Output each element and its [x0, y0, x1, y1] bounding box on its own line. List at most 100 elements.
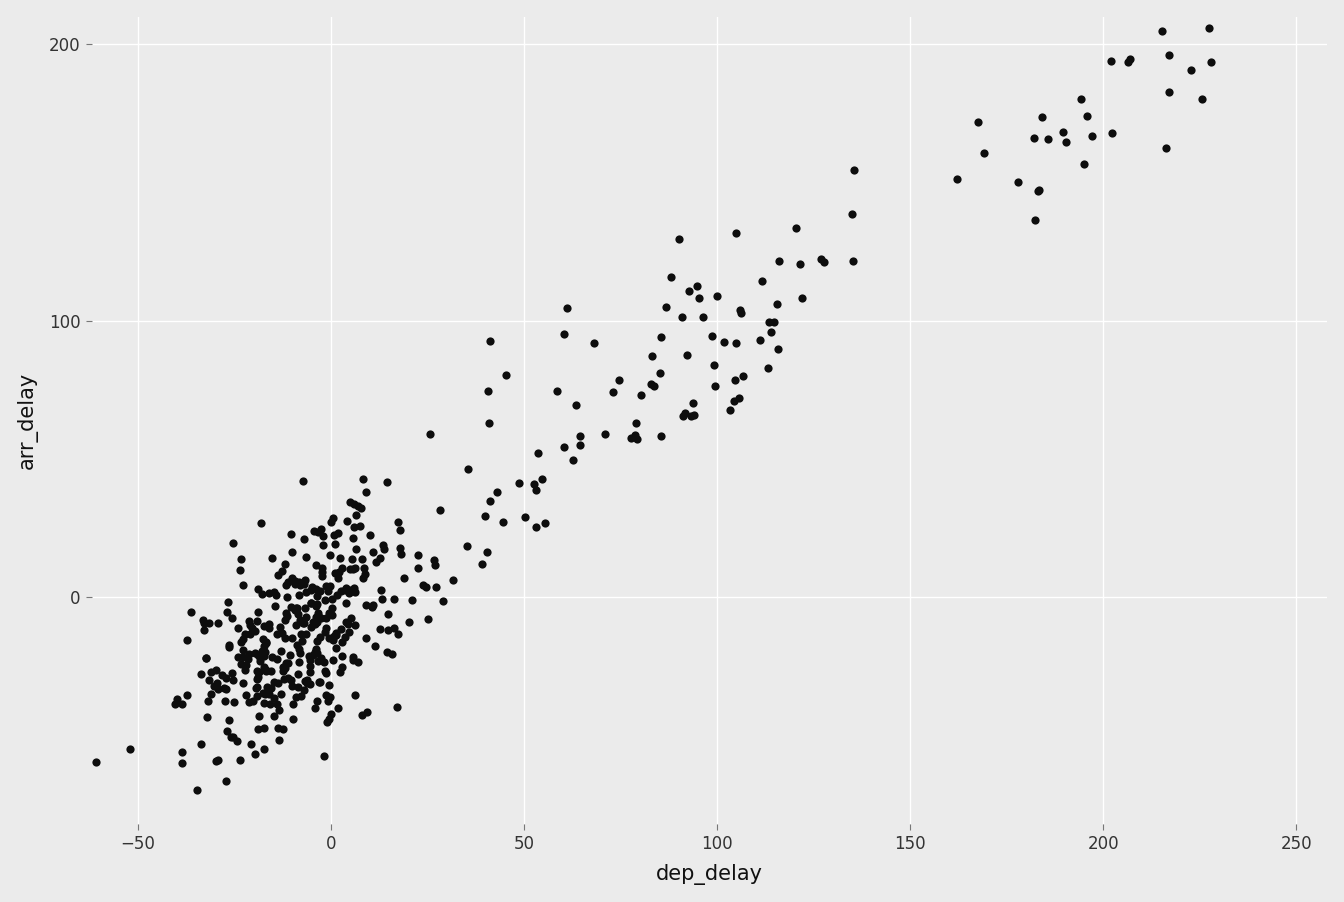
- Point: [319, 606, 340, 621]
- Point: [273, 722, 294, 736]
- Point: [301, 595, 323, 610]
- Point: [1032, 109, 1054, 124]
- Point: [495, 368, 516, 382]
- Point: [308, 610, 329, 624]
- Point: [266, 588, 288, 603]
- Point: [335, 630, 356, 644]
- Point: [552, 440, 574, 455]
- Point: [216, 605, 238, 620]
- Point: [480, 493, 501, 508]
- Point: [230, 634, 251, 649]
- Point: [335, 615, 356, 630]
- Point: [281, 545, 302, 559]
- Point: [477, 545, 499, 559]
- Point: [1052, 124, 1074, 139]
- Point: [552, 327, 574, 342]
- Point: [472, 557, 493, 571]
- Point: [292, 474, 313, 488]
- Point: [339, 583, 360, 597]
- Point: [206, 754, 227, 769]
- Point: [292, 633, 313, 648]
- Point: [391, 547, 413, 561]
- Point: [331, 584, 352, 598]
- Point: [245, 646, 266, 660]
- Point: [254, 645, 276, 659]
- Point: [339, 562, 360, 576]
- Point: [366, 555, 387, 569]
- Point: [324, 566, 345, 580]
- Point: [300, 595, 321, 610]
- Point: [730, 303, 751, 318]
- Point: [277, 575, 298, 590]
- Point: [267, 567, 289, 582]
- Point: [336, 595, 358, 610]
- Point: [305, 701, 327, 715]
- Point: [228, 752, 250, 767]
- Point: [231, 631, 253, 646]
- Point: [569, 437, 590, 452]
- Point: [274, 661, 296, 676]
- Point: [305, 583, 327, 597]
- Point: [312, 568, 333, 583]
- Point: [314, 688, 336, 703]
- Point: [245, 746, 266, 760]
- Point: [306, 653, 328, 667]
- Point: [191, 667, 212, 681]
- Point: [378, 607, 399, 621]
- Point: [290, 689, 312, 704]
- Point: [527, 446, 548, 460]
- Point: [255, 635, 277, 649]
- Point: [363, 545, 384, 559]
- Point: [293, 616, 314, 630]
- Point: [1102, 125, 1124, 140]
- Point: [246, 688, 267, 703]
- Point: [212, 681, 234, 695]
- Point: [305, 599, 327, 613]
- Point: [946, 172, 968, 187]
- Point: [271, 564, 293, 578]
- Point: [759, 325, 781, 339]
- Point: [339, 625, 360, 640]
- Point: [294, 573, 316, 587]
- Point: [230, 551, 251, 566]
- Point: [281, 673, 302, 687]
- Point: [344, 618, 366, 632]
- Point: [973, 146, 995, 161]
- Point: [286, 638, 308, 652]
- Point: [242, 694, 263, 708]
- Point: [281, 600, 302, 614]
- Point: [313, 538, 335, 552]
- Point: [353, 561, 375, 575]
- Point: [309, 584, 331, 598]
- Point: [246, 663, 267, 677]
- Point: [726, 226, 747, 240]
- Point: [523, 476, 544, 491]
- Point: [319, 689, 340, 704]
- Point: [407, 548, 429, 563]
- Point: [227, 621, 249, 635]
- Point: [355, 566, 376, 581]
- Point: [356, 485, 378, 500]
- Point: [672, 409, 694, 423]
- Point: [250, 516, 271, 530]
- Point: [344, 688, 366, 703]
- Point: [714, 335, 735, 349]
- Point: [308, 676, 329, 690]
- Point: [1082, 129, 1103, 143]
- Point: [423, 557, 445, 572]
- Point: [251, 644, 273, 658]
- Point: [300, 676, 321, 691]
- Point: [300, 665, 321, 679]
- Point: [294, 674, 316, 688]
- Point: [323, 633, 344, 648]
- Point: [289, 578, 310, 593]
- Point: [288, 655, 309, 669]
- Point: [273, 660, 294, 675]
- Point: [319, 712, 340, 726]
- Point: [620, 431, 641, 446]
- Point: [1055, 135, 1077, 150]
- Point: [277, 656, 298, 670]
- Point: [253, 619, 274, 633]
- Point: [233, 649, 254, 664]
- Point: [724, 373, 746, 388]
